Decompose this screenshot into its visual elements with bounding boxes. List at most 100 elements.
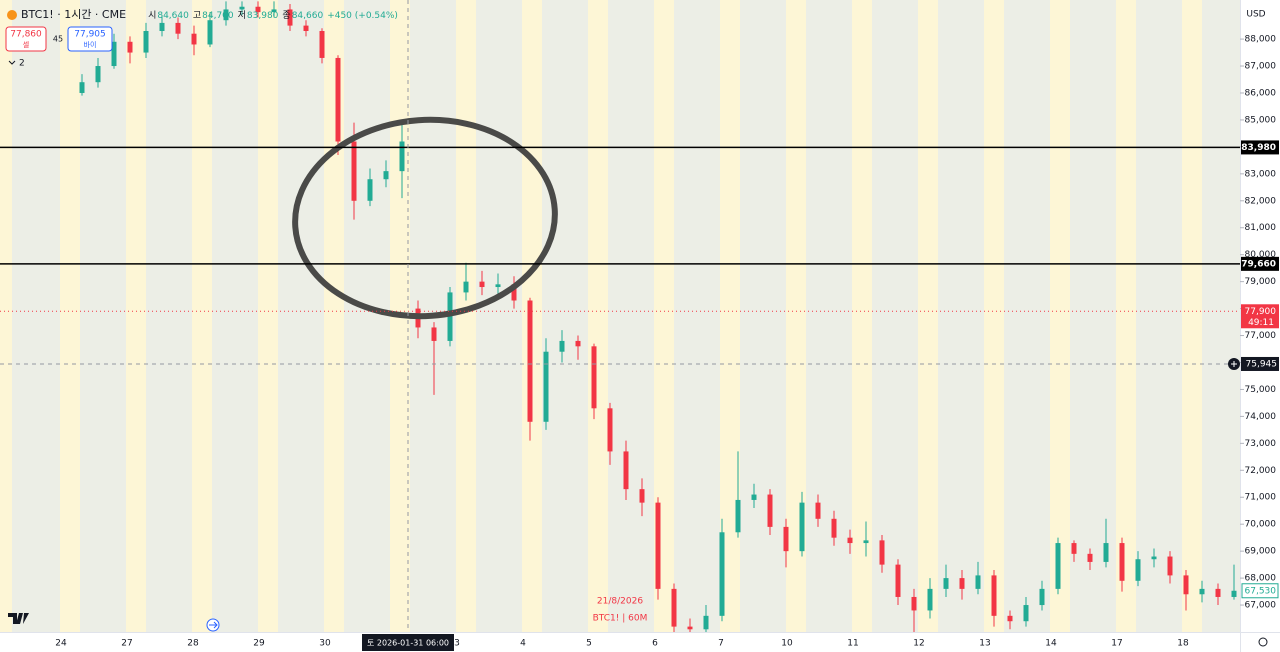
candle-body xyxy=(95,66,101,83)
logo[interactable] xyxy=(8,613,29,624)
candle-body xyxy=(511,284,517,301)
y-tick-label: 73,000 xyxy=(1245,439,1277,449)
candle-body xyxy=(943,578,949,589)
candle-body xyxy=(399,141,405,172)
x-tick-label: 4 xyxy=(520,639,526,649)
candle-body xyxy=(991,575,997,616)
price-label: 83,980 xyxy=(1241,143,1276,153)
y-tick-label: 85,000 xyxy=(1245,115,1277,125)
watermark-date: 21/8/2026 xyxy=(597,597,643,607)
ohlc-value: 84,700 xyxy=(202,11,234,21)
symbol-icon xyxy=(7,10,17,20)
candle-body xyxy=(959,578,965,589)
collapse-count[interactable]: 2 xyxy=(19,59,25,69)
candle-body xyxy=(687,626,693,630)
candle-body xyxy=(143,30,149,53)
session-band xyxy=(918,0,938,632)
y-tick-label: 80,000 xyxy=(1245,250,1277,260)
candle-body xyxy=(783,526,789,552)
x-tick-label: 7 xyxy=(718,639,724,649)
candle-body xyxy=(751,494,757,500)
candle-body xyxy=(863,540,869,544)
candle-body xyxy=(1119,543,1125,581)
candle-body xyxy=(175,22,181,34)
session-shading xyxy=(0,0,1202,632)
candle-body xyxy=(831,518,837,538)
candle-body xyxy=(1199,588,1205,595)
ohlc-key: 시 xyxy=(148,10,156,21)
candle-body xyxy=(1055,543,1061,589)
x-tick-label: 28 xyxy=(187,639,199,649)
candle-body xyxy=(1167,556,1173,576)
add-alert-plus xyxy=(1231,360,1237,367)
y-tick-label: 86,000 xyxy=(1245,88,1277,98)
y-tick-label: 74,000 xyxy=(1245,412,1277,422)
candle-body xyxy=(591,346,597,409)
candle-body xyxy=(911,596,917,611)
y-tick-label: 79,000 xyxy=(1245,277,1277,287)
candle-body xyxy=(559,340,565,352)
buy-button[interactable] xyxy=(67,26,113,52)
buy-price: 77,905 xyxy=(74,30,106,40)
y-tick-label: 70,000 xyxy=(1245,520,1277,530)
candle-body xyxy=(239,6,245,10)
candle-body xyxy=(351,141,357,201)
collapse-icon[interactable] xyxy=(8,60,16,65)
candle-body xyxy=(463,281,469,293)
candle-body xyxy=(1215,588,1221,597)
session-band xyxy=(1116,0,1136,632)
candle-body xyxy=(319,30,325,58)
candle-body xyxy=(223,9,229,21)
x-tick-label: 6 xyxy=(652,639,658,649)
candle-body xyxy=(1183,575,1189,595)
x-tick-label: 13 xyxy=(979,639,990,649)
candle-body xyxy=(623,451,629,490)
candle-body xyxy=(767,494,773,527)
x-tick-label: 5 xyxy=(586,639,592,649)
y-tick-label: 87,000 xyxy=(1245,62,1277,72)
settings-icon[interactable] xyxy=(1258,637,1268,647)
plot xyxy=(79,1,1237,632)
candle-body xyxy=(703,615,709,630)
x-tick-label: 27 xyxy=(121,639,132,649)
candle-body xyxy=(671,588,677,627)
session-band xyxy=(786,0,806,632)
crosshair-x-bg xyxy=(362,634,454,651)
candle-body xyxy=(639,489,645,503)
countdown: 49:11 xyxy=(1248,318,1274,328)
y-tick-label: 81,000 xyxy=(1245,223,1277,233)
x-tick-label: 18 xyxy=(1177,639,1189,649)
candle-body xyxy=(543,351,549,422)
y-tick-label: 72,000 xyxy=(1245,466,1277,476)
session-band xyxy=(984,0,1004,632)
x-tick-label: 24 xyxy=(55,639,67,649)
session-band xyxy=(456,0,476,632)
candle-body xyxy=(255,6,261,13)
candle-body xyxy=(1135,559,1141,581)
candle-body xyxy=(159,22,165,31)
session-band xyxy=(720,0,740,632)
candle-body xyxy=(79,82,85,93)
ohlc-value: 84,640 xyxy=(157,11,189,21)
candle-body xyxy=(447,292,453,341)
currency[interactable]: USD xyxy=(1246,10,1265,20)
candle-body xyxy=(287,9,293,26)
symbol-header[interactable]: BTC1! · 1시간 · CME 시84,640 고84,700 저83,980 종8… xyxy=(21,8,398,21)
x-tick-label: 11 xyxy=(847,639,858,649)
candle-body xyxy=(1151,556,1157,560)
candle-body xyxy=(575,340,581,347)
sell-button[interactable] xyxy=(5,26,47,52)
price-label: 79,660 xyxy=(1241,259,1276,269)
sell-price: 77,860 xyxy=(10,30,42,40)
crosshair-x-day: 토 2026-01-31 xyxy=(367,639,423,648)
spread: 45 xyxy=(53,35,63,44)
candle-body xyxy=(271,9,277,13)
last-price-bg xyxy=(1241,304,1279,329)
marker-label: 67,530 xyxy=(1245,586,1277,596)
candle-body xyxy=(1231,590,1237,597)
crosshair-y-bg xyxy=(1241,356,1279,371)
candle-body xyxy=(1039,588,1045,606)
session-band xyxy=(60,0,80,632)
y-tick-label: 71,000 xyxy=(1245,493,1277,503)
